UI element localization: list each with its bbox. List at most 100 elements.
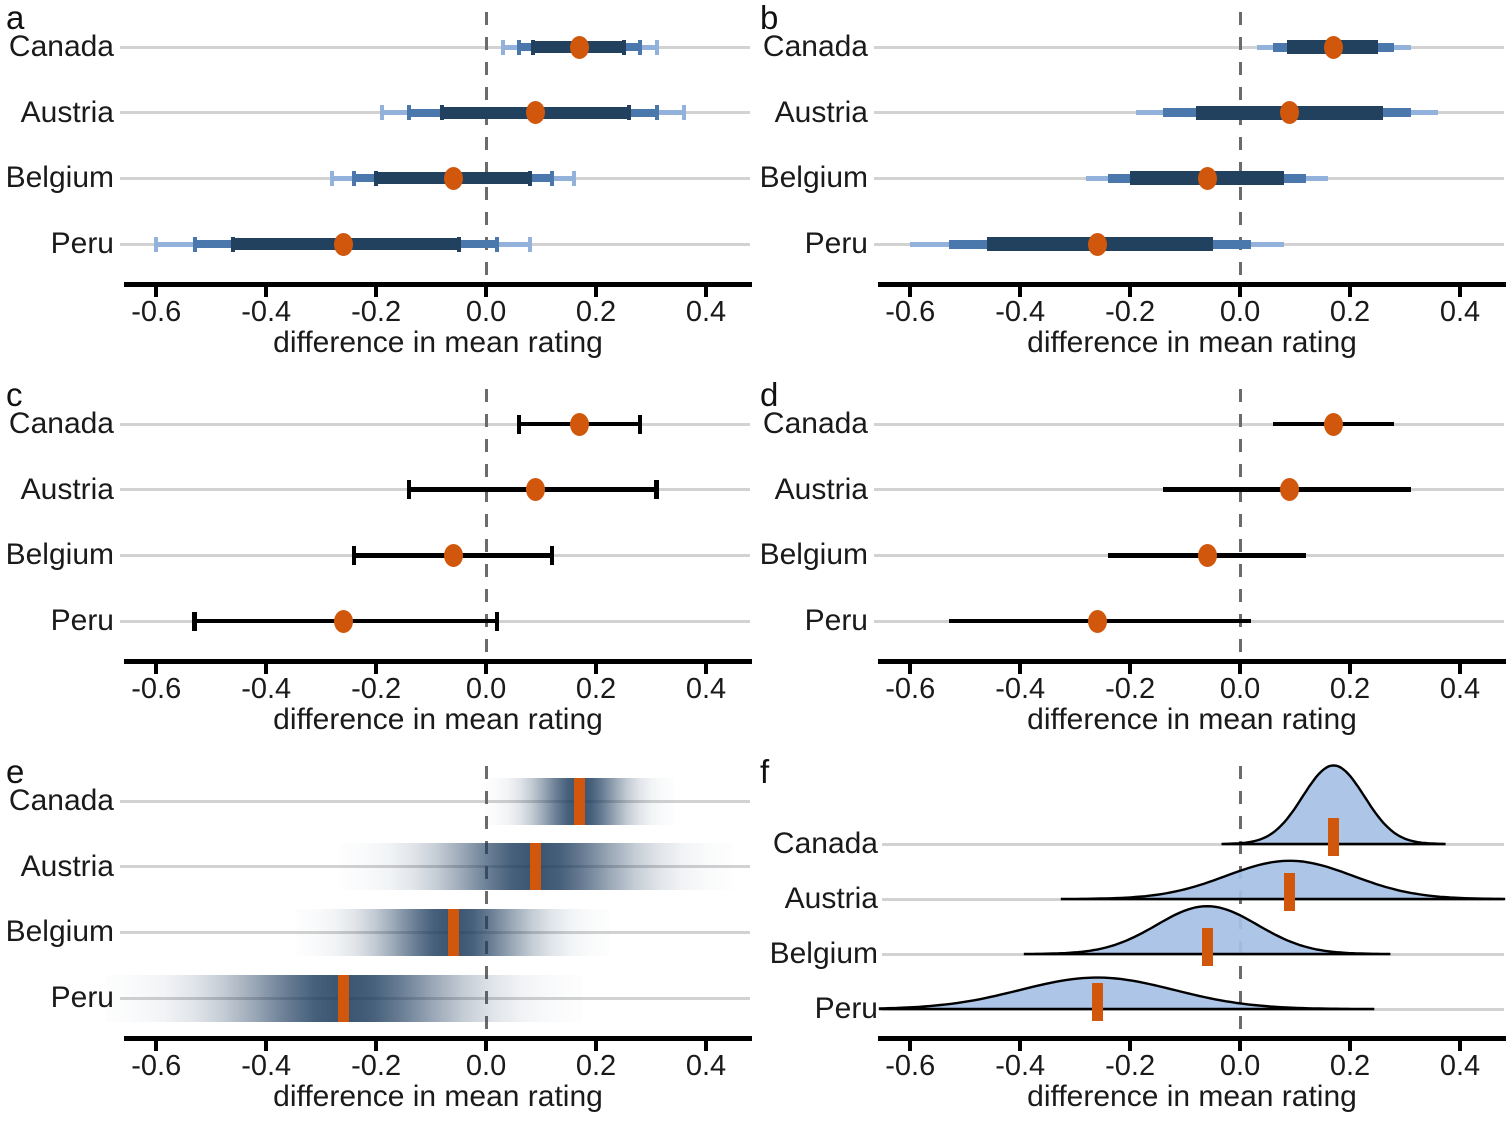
error-bar-cap xyxy=(500,39,505,55)
x-axis-tick-label: 0.4 xyxy=(685,1050,727,1082)
error-bar-cap xyxy=(654,105,659,121)
country-label: Austria xyxy=(20,95,114,129)
error-bar-cap xyxy=(517,39,522,55)
x-axis-tick-label: -0.4 xyxy=(995,673,1046,705)
x-axis-tick xyxy=(1128,1041,1133,1051)
error-bar-cap xyxy=(637,414,643,434)
error-bar-cap xyxy=(654,39,659,55)
x-axis-tick xyxy=(154,1041,159,1051)
point-estimate xyxy=(1324,35,1344,59)
x-axis-tick xyxy=(484,664,489,674)
x-axis-tick xyxy=(1128,664,1133,674)
x-axis-tick xyxy=(1458,664,1463,674)
panel-letter: a xyxy=(6,0,25,36)
x-axis-tick xyxy=(1458,287,1463,297)
x-axis-tick-label: -0.4 xyxy=(241,673,292,705)
gridline xyxy=(120,799,750,803)
country-label: Peru xyxy=(50,604,114,637)
country-label: Canada xyxy=(762,30,868,63)
error-bar-cap xyxy=(549,545,555,565)
zero-reference-line xyxy=(1238,389,1242,659)
point-estimate-tick xyxy=(574,777,586,825)
point-estimate xyxy=(1324,412,1344,436)
x-axis-tick-label: -0.6 xyxy=(131,673,182,705)
x-axis-tick-label: -0.4 xyxy=(995,296,1046,328)
gridline xyxy=(120,45,750,49)
zero-reference-line xyxy=(484,766,488,1036)
zero-reference-line xyxy=(484,389,488,659)
country-label: Canada xyxy=(8,784,114,817)
x-axis-tick-label: 0.4 xyxy=(685,673,727,705)
error-bar-cap xyxy=(572,170,577,186)
point-estimate-tick xyxy=(447,908,459,956)
density-curve xyxy=(1221,764,1446,846)
x-axis-title: difference in mean rating xyxy=(273,703,603,736)
x-axis-title: difference in mean rating xyxy=(273,326,603,359)
x-axis-tick-label: -0.6 xyxy=(885,673,936,705)
x-axis-tick xyxy=(1238,664,1243,674)
error-bar-cap xyxy=(528,236,533,252)
country-label: Austria xyxy=(774,95,868,129)
x-axis-tick-label: 0.4 xyxy=(685,296,727,328)
panel-canvas: Canada Austria Belgium Peru -0.6 -0.4 -0.2 0.0 0… xyxy=(0,377,754,754)
error-bar-cap xyxy=(530,39,535,55)
x-axis-line xyxy=(878,1036,1506,1041)
point-estimate-tick xyxy=(1201,928,1213,966)
x-axis-tick-label: 0.2 xyxy=(575,1050,617,1082)
x-axis-tick xyxy=(264,287,269,297)
country-label: Austria xyxy=(20,849,114,883)
x-axis-tick xyxy=(1348,664,1353,674)
country-label: Canada xyxy=(772,827,878,860)
country-label: Austria xyxy=(774,472,868,506)
x-axis-tick-label: 0.2 xyxy=(575,296,617,328)
x-axis-tick-label: -0.2 xyxy=(351,673,402,705)
x-axis-tick xyxy=(484,287,489,297)
x-axis-title: difference in mean rating xyxy=(1027,1080,1357,1113)
country-label: Peru xyxy=(804,604,868,637)
x-axis-tick-label: -0.2 xyxy=(351,1050,402,1082)
country-label: Belgium xyxy=(769,937,878,970)
x-axis-tick-label: 0.2 xyxy=(1329,296,1371,328)
error-bar-cap xyxy=(627,105,632,121)
x-axis-tick xyxy=(1348,1041,1353,1051)
x-axis-tick-label: -0.4 xyxy=(241,296,292,328)
x-axis-tick-label: -0.6 xyxy=(131,296,182,328)
x-axis-tick-label: 0.4 xyxy=(1439,673,1481,705)
x-axis-tick-label: 0.4 xyxy=(1439,296,1481,328)
x-axis-tick xyxy=(264,1041,269,1051)
gridline xyxy=(874,422,1504,426)
x-axis-tick xyxy=(704,287,709,297)
point-estimate xyxy=(1280,478,1300,502)
x-axis-tick xyxy=(484,1041,489,1051)
country-label: Belgium xyxy=(5,538,114,572)
x-axis-tick xyxy=(1238,1041,1243,1051)
panel-letter: e xyxy=(6,754,25,790)
country-label: Peru xyxy=(814,992,878,1025)
error-bar-cap xyxy=(456,236,461,252)
x-axis-title: difference in mean rating xyxy=(1027,703,1357,736)
point-estimate xyxy=(1087,232,1107,256)
error-bar-cap xyxy=(351,545,357,565)
x-axis-tick-label: -0.2 xyxy=(1105,296,1156,328)
error-bar-cap xyxy=(330,170,335,186)
error-bar-cap xyxy=(192,611,197,631)
point-estimate xyxy=(526,478,546,502)
x-axis-line xyxy=(878,659,1506,664)
error-bar-cap xyxy=(516,414,522,434)
x-axis-tick xyxy=(1128,287,1133,297)
x-axis-title: difference in mean rating xyxy=(1027,326,1357,359)
density-curve xyxy=(1060,859,1506,901)
point-estimate xyxy=(1197,166,1217,190)
error-bar-cap xyxy=(621,39,626,55)
point-estimate xyxy=(333,232,353,256)
panel-letter: d xyxy=(760,377,779,413)
x-axis-tick-label: 0.2 xyxy=(1329,673,1371,705)
error-bar-cap xyxy=(192,236,197,252)
point-estimate xyxy=(570,35,590,59)
zero-reference-line xyxy=(1238,766,1242,1036)
x-axis-tick-label: -0.2 xyxy=(1105,673,1156,705)
x-axis-line xyxy=(124,1036,752,1041)
error-bar-cap xyxy=(379,105,384,121)
error-bar-cap xyxy=(638,39,643,55)
country-label: Austria xyxy=(20,472,114,506)
